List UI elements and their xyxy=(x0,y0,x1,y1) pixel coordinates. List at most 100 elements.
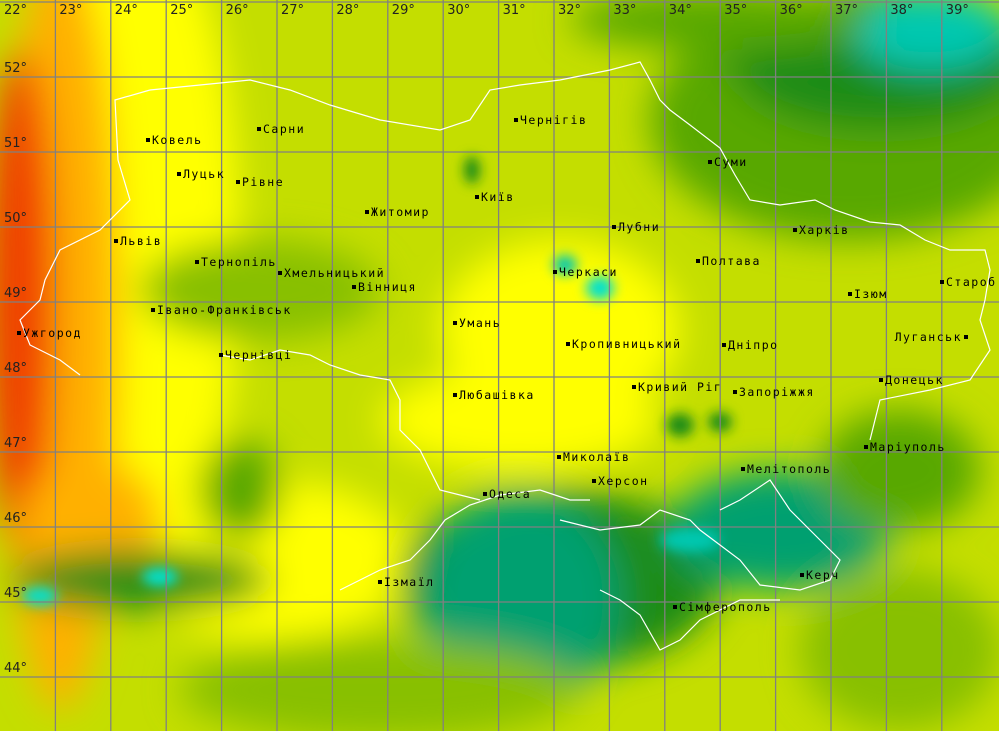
city-marker: Ужгород xyxy=(17,327,82,339)
city-marker: Вінниця xyxy=(352,281,417,293)
city-label: Одеса xyxy=(489,487,532,501)
country-borders xyxy=(19,61,991,651)
city-dot-icon xyxy=(17,331,21,335)
city-label: Ізюм xyxy=(854,287,888,301)
city-label: Мелітополь xyxy=(747,462,832,476)
city-label: Житомир xyxy=(371,205,430,219)
city-dot-icon xyxy=(800,573,804,577)
longitude-label: 39° xyxy=(945,3,969,18)
city-label: Любашівка xyxy=(459,388,535,402)
city-dot-icon xyxy=(879,378,883,382)
city-marker: Сарни xyxy=(257,123,305,135)
city-marker: Кривий Ріг xyxy=(632,381,722,393)
city-dot-icon xyxy=(146,138,150,142)
longitude-label: 29° xyxy=(391,3,415,18)
longitude-label: 33° xyxy=(613,3,637,18)
latitude-label: 45° xyxy=(4,586,28,601)
city-marker: Київ xyxy=(475,191,515,203)
city-label: Луцьк xyxy=(183,167,226,181)
city-label: Київ xyxy=(481,190,515,204)
city-dot-icon xyxy=(566,342,570,346)
city-marker: Хмельницький xyxy=(278,267,385,279)
city-dot-icon xyxy=(114,239,118,243)
city-label: Сімферополь xyxy=(679,600,772,614)
longitude-label: 23° xyxy=(59,3,83,18)
city-dot-icon xyxy=(848,292,852,296)
city-dot-icon xyxy=(177,172,181,176)
city-marker: Харків xyxy=(793,224,850,236)
latitude-label: 46° xyxy=(4,511,28,526)
city-marker: Житомир xyxy=(365,206,430,218)
city-dot-icon xyxy=(741,467,745,471)
city-label: Кропивницький xyxy=(572,337,682,351)
city-marker: Запоріжжя xyxy=(733,386,815,398)
longitude-label: 25° xyxy=(170,3,194,18)
city-label: Хмельницький xyxy=(284,266,386,280)
city-label: Чернігів xyxy=(520,113,588,127)
city-label: Лубни xyxy=(618,220,661,234)
longitude-label: 27° xyxy=(281,3,305,18)
city-dot-icon xyxy=(793,228,797,232)
city-label: Запоріжжя xyxy=(739,385,815,399)
city-marker: Чернівці xyxy=(219,349,292,361)
longitude-label: 38° xyxy=(890,3,914,18)
city-dot-icon xyxy=(453,321,457,325)
city-label: Суми xyxy=(714,155,748,169)
city-label: Староб xyxy=(946,275,997,289)
city-label: Миколаїв xyxy=(563,450,631,464)
city-marker: Дніпро xyxy=(722,339,779,351)
city-label: Донецьк xyxy=(885,373,944,387)
longitude-label: 24° xyxy=(114,3,138,18)
city-marker: Херсон xyxy=(592,475,649,487)
city-dot-icon xyxy=(632,385,636,389)
city-dot-icon xyxy=(940,280,944,284)
city-label: Сарни xyxy=(263,122,306,136)
city-label: Полтава xyxy=(702,254,761,268)
city-dot-icon xyxy=(352,285,356,289)
city-label: Рівне xyxy=(242,175,285,189)
longitude-label: 34° xyxy=(668,3,692,18)
city-marker: Маріуполь xyxy=(864,441,946,453)
city-marker: Луцьк xyxy=(177,168,225,180)
city-marker: Луганськ xyxy=(895,331,968,343)
longitude-label: 31° xyxy=(502,3,526,18)
longitude-label: 37° xyxy=(835,3,859,18)
city-marker: Любашівка xyxy=(453,389,535,401)
city-label: Львів xyxy=(120,234,163,248)
latitude-label: 44° xyxy=(4,661,28,676)
city-dot-icon xyxy=(708,160,712,164)
city-dot-icon xyxy=(592,479,596,483)
city-marker: Лубни xyxy=(612,221,660,233)
latitude-label: 51° xyxy=(4,136,28,151)
city-dot-icon xyxy=(964,335,968,339)
city-dot-icon xyxy=(514,118,518,122)
city-marker: Львів xyxy=(114,235,162,247)
city-marker: Мелітополь xyxy=(741,463,831,475)
city-label: Ковель xyxy=(152,133,203,147)
longitude-label: 35° xyxy=(724,3,748,18)
city-marker: Ізюм xyxy=(848,288,888,300)
city-dot-icon xyxy=(673,605,677,609)
city-marker: Рівне xyxy=(236,176,284,188)
city-marker: Кропивницький xyxy=(566,338,682,350)
longitude-label: 26° xyxy=(225,3,249,18)
city-marker: Миколаїв xyxy=(557,451,630,463)
longitude-label: 36° xyxy=(779,3,803,18)
city-label: Луганськ xyxy=(894,330,962,344)
city-label: Черкаси xyxy=(559,265,618,279)
city-label: Кривий Ріг xyxy=(638,380,723,394)
city-label: Умань xyxy=(459,316,502,330)
city-label: Тернопіль xyxy=(201,255,277,269)
city-dot-icon xyxy=(257,127,261,131)
city-dot-icon xyxy=(612,225,616,229)
city-dot-icon xyxy=(151,308,155,312)
city-dot-icon xyxy=(553,270,557,274)
city-label: Харків xyxy=(799,223,850,237)
city-marker: Тернопіль xyxy=(195,256,277,268)
city-marker: Керч xyxy=(800,569,840,581)
city-dot-icon xyxy=(864,445,868,449)
city-label: Маріуполь xyxy=(870,440,946,454)
city-marker: Донецьк xyxy=(879,374,944,386)
city-label: Ізмаїл xyxy=(384,575,435,589)
